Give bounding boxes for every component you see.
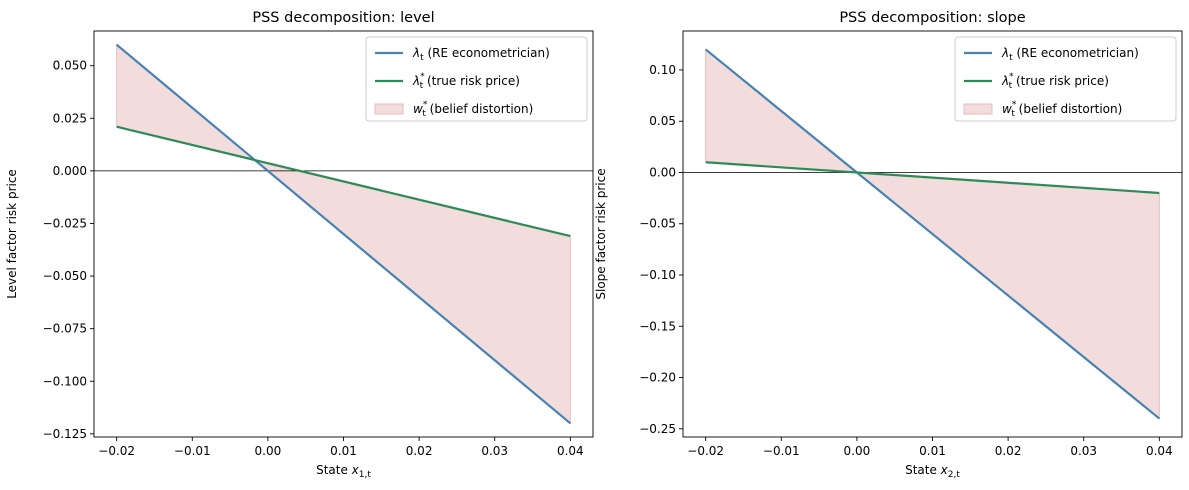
legend-box — [365, 36, 588, 122]
legend-symbol: λ — [412, 46, 420, 60]
legend: λt (RE econometrician)λ* t (true risk pri… — [365, 36, 588, 122]
legend-label-0: λt (RE econometrician) — [1001, 46, 1139, 63]
y-tick-label: −0.15 — [639, 319, 676, 333]
legend-patch — [374, 103, 404, 115]
legend-sup: * — [1009, 72, 1014, 82]
y-tick-label: −0.050 — [43, 269, 87, 283]
legend-sub: t — [422, 109, 426, 119]
y-axis-label: Slope factor risk price — [594, 168, 608, 299]
y-tick-label: 0.000 — [53, 164, 87, 178]
x-axis-label: State x2,t — [905, 463, 960, 480]
legend-symbol: w — [413, 102, 423, 116]
legend-name: (true risk price) — [423, 74, 520, 88]
y-tick-label: 0.05 — [649, 114, 676, 128]
x-tick-label: −0.01 — [174, 444, 211, 458]
legend-sub: t — [420, 53, 424, 63]
y-tick-label: 0.00 — [649, 165, 676, 179]
x-tick-label: 0.01 — [919, 444, 946, 458]
x-tick-label: −0.02 — [98, 444, 135, 458]
x-tick-label: 0.01 — [330, 444, 357, 458]
y-tick-label: −0.075 — [43, 322, 87, 336]
legend-name: (true risk price) — [1012, 74, 1109, 88]
legend-symbol: w — [1002, 102, 1012, 116]
legend-box — [954, 36, 1177, 122]
y-tick-label: 0.050 — [53, 59, 87, 73]
legend-sub: t — [420, 81, 424, 91]
x-tick-label: 0.03 — [481, 444, 508, 458]
legend: λt (RE econometrician)λ* t (true risk pri… — [954, 36, 1177, 122]
series-line-1 — [705, 161, 1160, 195]
y-tick-label: −0.20 — [639, 371, 676, 385]
legend-name: (belief distortion) — [1015, 102, 1122, 116]
x-tick-label: 0.04 — [557, 444, 584, 458]
series-line-0 — [115, 43, 572, 425]
legend-symbol: λ — [412, 74, 420, 88]
legend-sub: t — [1009, 53, 1013, 63]
chart-title: PSS decomposition: slope — [839, 10, 1025, 26]
legend-sup: * — [1012, 100, 1017, 110]
y-tick-label: −0.100 — [43, 374, 87, 388]
legend-label-2: w* t (belief distortion) — [1002, 100, 1122, 119]
x-tick-label: 0.00 — [844, 444, 871, 458]
x-axis-label-var: x — [351, 463, 360, 477]
x-axis-label-sub: 1,t — [359, 470, 372, 480]
x-tick-label: −0.01 — [763, 444, 800, 458]
x-tick-label: 0.03 — [1070, 444, 1097, 458]
y-axis-label: Level factor risk price — [5, 169, 19, 299]
x-tick-label: 0.02 — [406, 444, 433, 458]
x-axis-label-text: State — [905, 463, 941, 477]
legend-name: (RE econometrician) — [424, 46, 550, 60]
legend-name: (RE econometrician) — [1013, 46, 1139, 60]
legend-sup: * — [423, 100, 428, 110]
legend-name: (belief distortion) — [426, 102, 533, 116]
legend-symbol: λ — [1001, 46, 1009, 60]
x-axis-label: State x1,t — [316, 463, 371, 480]
y-tick-label: 0.10 — [649, 63, 676, 77]
legend-sub: t — [1009, 81, 1013, 91]
series-line-1 — [116, 125, 571, 238]
x-tick-label: 0.04 — [1146, 444, 1173, 458]
y-tick-label: −0.10 — [639, 268, 676, 282]
x-axis-label-text: State — [316, 463, 352, 477]
x-axis-label-var: x — [940, 463, 949, 477]
y-tick-label: −0.125 — [43, 427, 87, 441]
y-tick-label: −0.25 — [639, 422, 676, 436]
legend-sup: * — [420, 72, 425, 82]
panel-slope: −0.02 −0.01 0.00 0.01 0.02 0.03 0.04 0.10 0.05 0.… — [594, 10, 1183, 480]
legend-patch — [963, 103, 993, 115]
chart-title: PSS decomposition: level — [252, 10, 434, 26]
legend-label-2: w* t (belief distortion) — [413, 100, 533, 119]
x-tick-label: 0.00 — [255, 444, 282, 458]
legend-label-0: λt (RE econometrician) — [412, 46, 550, 63]
y-tick-label: −0.025 — [43, 216, 87, 230]
y-tick-label: −0.05 — [639, 217, 676, 231]
panel-level: −0.02 −0.01 0.00 0.01 0.02 0.03 0.04 0.050 0.025… — [5, 10, 594, 480]
y-tick-label: 0.025 — [53, 111, 87, 125]
legend-label-1: λ* t (true risk price) — [412, 72, 520, 91]
legend-symbol: λ — [1001, 74, 1009, 88]
x-axis-label-sub: 2,t — [948, 470, 961, 480]
x-tick-label: −0.02 — [687, 444, 724, 458]
legend-sub: t — [1011, 109, 1015, 119]
series-line-0 — [704, 48, 1161, 420]
legend-label-1: λ* t (true risk price) — [1001, 72, 1109, 91]
x-tick-label: 0.02 — [995, 444, 1022, 458]
